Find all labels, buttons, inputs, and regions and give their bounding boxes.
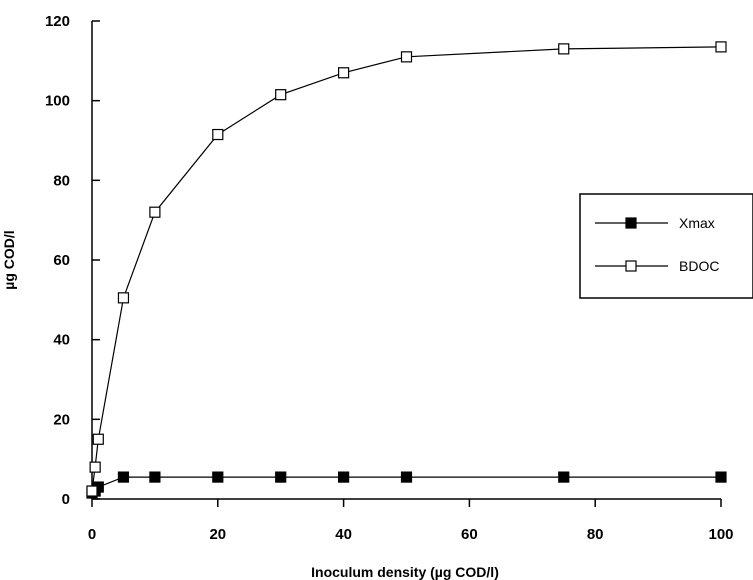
data-point-xmax: [117, 471, 130, 483]
data-point-xmax: [212, 471, 224, 483]
x-tick-label: 40: [335, 526, 352, 543]
legend-label-xmax: Xmax: [679, 215, 715, 231]
y-tick-label: 120: [45, 13, 70, 30]
data-point-xmax: [400, 471, 413, 483]
data-point-xmax: [338, 471, 350, 483]
data-point-xmax: [275, 471, 287, 483]
legend-marker-bdoc: [625, 260, 637, 272]
data-point-bdoc: [558, 43, 570, 55]
x-tick-label: 100: [708, 526, 733, 543]
data-point-bdoc: [86, 485, 98, 497]
y-tick-label: 20: [53, 411, 70, 428]
x-axis-label: Inoculum density (µg COD/l): [311, 564, 499, 580]
data-point-bdoc: [117, 292, 130, 304]
data-point-bdoc: [92, 433, 104, 445]
data-point-bdoc: [149, 206, 161, 218]
x-tick-label: 60: [461, 526, 478, 543]
y-tick-label: 60: [53, 252, 70, 269]
y-tick-label: 40: [53, 332, 70, 349]
data-point-xmax: [715, 471, 727, 483]
data-point-bdoc: [715, 41, 727, 53]
y-tick-label: 0: [62, 491, 70, 508]
x-axis-ticks: 0 20 40 60 80 100: [88, 499, 734, 543]
legend-label-bdoc: BDOC: [679, 258, 719, 274]
legend-box: [579, 193, 753, 299]
legend: Xmax BDOC: [579, 193, 753, 299]
y-tick-label: 80: [53, 172, 70, 189]
x-tick-label: 80: [587, 526, 604, 543]
data-point-bdoc: [275, 89, 287, 101]
x-tick-label: 0: [88, 526, 96, 543]
data-point-xmax: [149, 471, 161, 483]
legend-marker-xmax: [625, 217, 637, 229]
x-tick-label: 20: [209, 526, 226, 543]
data-point-bdoc: [89, 461, 101, 473]
data-point-xmax: [558, 471, 570, 483]
y-axis-ticks: 0 20 40 60 80 100 120: [45, 13, 100, 508]
series-layer: [86, 41, 727, 499]
data-point-bdoc: [212, 128, 224, 141]
y-tick-label: 100: [45, 93, 70, 110]
data-point-bdoc: [338, 67, 350, 79]
data-point-bdoc: [400, 51, 413, 63]
y-axis-label: µg COD/l: [1, 230, 17, 289]
